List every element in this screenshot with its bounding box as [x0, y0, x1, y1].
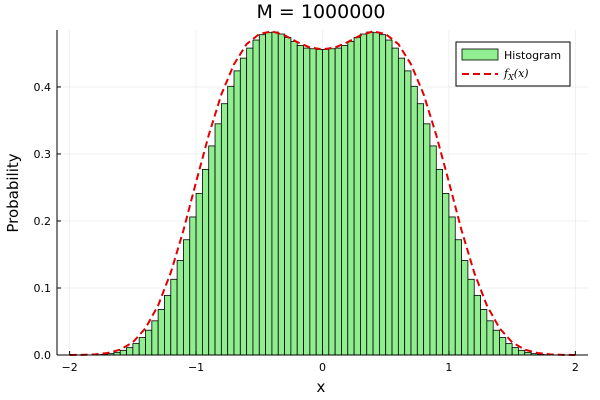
y-tick-label-2: 0.2	[34, 215, 52, 228]
legend-density-label-main: f	[503, 67, 510, 80]
histogram-bar-27	[265, 32, 273, 356]
histogram-bars	[94, 31, 551, 356]
histogram-bar-53	[429, 145, 437, 356]
histogram-bar-35	[315, 49, 323, 356]
histogram-bar-25	[252, 39, 260, 356]
histogram-bar-11	[164, 294, 172, 356]
histogram-bar-37	[328, 48, 336, 356]
y-tick-label-4: 0.4	[34, 81, 52, 94]
histogram-bar-67	[518, 349, 526, 356]
histogram-bar-60	[473, 294, 481, 356]
legend-box	[455, 41, 571, 87]
histogram-bar-17	[201, 168, 210, 356]
histogram-bar-14	[183, 239, 191, 356]
histogram-bar-18	[208, 145, 216, 356]
y-axis-title: Probability	[4, 153, 22, 232]
histogram-bar-4	[119, 349, 127, 356]
histogram-bar-30	[284, 36, 292, 356]
histogram-bar-23	[239, 57, 248, 356]
histogram-bar-50	[410, 85, 418, 356]
y-tick-label-1: 0.1	[34, 282, 52, 295]
histogram-bar-62	[486, 320, 494, 356]
y-tick-labels: 0.0 0.1 0.2 0.3 0.4	[34, 81, 52, 362]
histogram-bar-64	[499, 337, 507, 356]
density-curve	[69, 30, 576, 356]
legend-histogram-label: Histogram	[504, 49, 561, 62]
legend: Histogram fX(x)	[455, 41, 571, 87]
legend-density-label: fX(x)	[503, 67, 529, 82]
histogram-bar-55	[442, 193, 450, 356]
histogram-bar-41	[353, 36, 361, 356]
x-tick-label-2: 0	[319, 361, 326, 374]
y-tick-label-0: 0.0	[34, 349, 52, 362]
histogram-bar-40	[347, 40, 355, 356]
histogram-bar-42	[360, 33, 368, 356]
histogram-bar-5	[126, 347, 134, 356]
histogram-bar-21	[227, 85, 235, 356]
x-tick-labels: −2 −1 0 1 2	[62, 361, 579, 374]
histogram-bar-48	[397, 57, 406, 356]
histogram-bar-7	[138, 337, 146, 356]
histogram-bar-9	[151, 320, 159, 356]
legend-histogram-swatch	[461, 48, 499, 61]
histogram-bar-6	[132, 343, 140, 356]
histogram-bar-58	[461, 260, 469, 356]
histogram-bar-63	[492, 329, 500, 356]
histogram-bar-61	[480, 309, 488, 356]
histogram-bar-22	[233, 70, 241, 356]
histogram-bar-24	[246, 47, 254, 356]
histogram-bar-8	[145, 329, 153, 356]
histogram-bar-66	[511, 347, 519, 356]
histogram-bar-29	[277, 33, 285, 356]
x-tick-label-0: −2	[62, 361, 78, 374]
y-tick-label-3: 0.3	[34, 148, 52, 161]
histogram-bar-45	[378, 34, 387, 356]
histogram-bar-56	[448, 216, 456, 356]
chart-title: M = 1000000	[256, 1, 385, 23]
histogram-bar-20	[220, 103, 229, 356]
histogram-bar-65	[505, 343, 513, 356]
histogram-bar-10	[157, 309, 165, 356]
histogram-bar-47	[391, 47, 399, 356]
histogram-bar-34	[309, 48, 317, 356]
density-line	[69, 30, 576, 356]
x-tick-label-3: 1	[445, 361, 452, 374]
histogram-bar-54	[435, 168, 444, 356]
axes	[56, 30, 588, 356]
histogram-bar-49	[404, 70, 412, 356]
x-axis-title: x	[317, 378, 326, 396]
histogram-bar-36	[322, 49, 330, 356]
histogram-bar-28	[271, 31, 279, 356]
legend-density-label-arg: (x)	[514, 67, 529, 80]
x-tick-label-1: −1	[188, 361, 204, 374]
histogram-bar-12	[170, 278, 178, 356]
histogram-bar-57	[454, 239, 462, 356]
histogram-bar-52	[423, 123, 431, 356]
histogram-bar-16	[195, 193, 203, 356]
histogram-bar-43	[366, 31, 374, 356]
histogram-bar-19	[214, 123, 222, 356]
x-tick-label-4: 2	[572, 361, 579, 374]
histogram-bar-26	[258, 34, 267, 356]
histogram-bar-13	[176, 260, 184, 356]
histogram-bar-38	[334, 47, 342, 356]
histogram-bar-44	[372, 32, 380, 356]
histogram-bar-15	[189, 216, 197, 356]
histogram-bar-39	[341, 45, 349, 356]
histogram-bar-32	[296, 45, 304, 356]
histogram-bar-46	[385, 39, 393, 356]
histogram-bar-33	[303, 47, 311, 356]
legend-density-label-sub: X	[507, 73, 514, 82]
histogram-bar-31	[290, 40, 298, 356]
histogram-bar-51	[416, 103, 425, 356]
histogram-bar-59	[467, 278, 475, 356]
